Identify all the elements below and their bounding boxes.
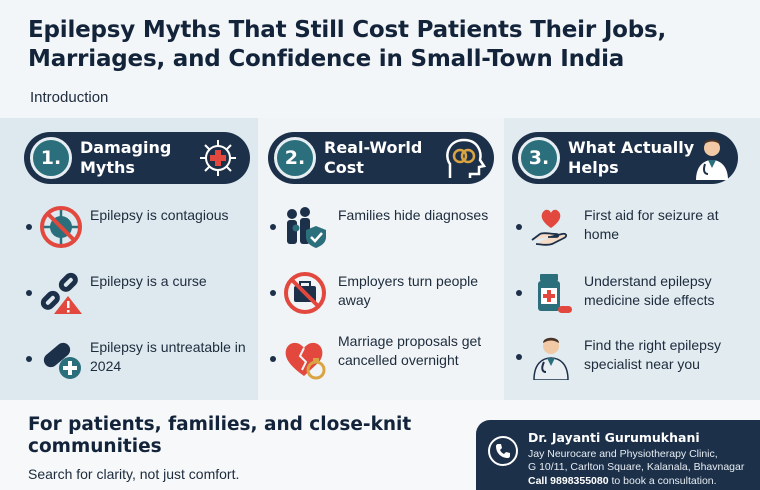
specialist-icon	[533, 337, 569, 380]
bullet	[270, 224, 276, 230]
column-heading: What Actually Helps	[568, 138, 695, 177]
list-item: Find the right epilepsy specialist near …	[504, 332, 754, 392]
broken-chain-warning-icon	[40, 272, 82, 314]
call-line: Call 9898355080 to book a consultation.	[528, 475, 717, 487]
item-text: Employers turn people away	[338, 273, 479, 308]
item-text: Understand epilepsy medicine side effect…	[584, 273, 715, 308]
column-header: 2. Real-World Cost	[268, 132, 494, 184]
step-number: 1.	[30, 137, 72, 179]
medical-cross-virus-icon	[200, 140, 236, 176]
column-header: 3. What Actually Helps	[512, 132, 738, 184]
doctor-icon	[696, 139, 728, 180]
list-item: Epilepsy is untreatable in 2024	[0, 334, 250, 394]
bullet	[270, 290, 276, 296]
bullet	[516, 354, 522, 360]
bullet	[516, 224, 522, 230]
heart-hand-icon	[531, 209, 568, 246]
family-shield-icon	[287, 207, 326, 248]
item-text: Epilepsy is contagious	[90, 207, 229, 223]
bullet	[516, 290, 522, 296]
contact-card: Dr. Jayanti Gurumukhani Jay Neurocare an…	[476, 420, 760, 490]
step-number: 2.	[274, 137, 316, 179]
list-item: Employers turn people away	[258, 268, 508, 328]
item-text: Epilepsy is untreatable in 2024	[90, 339, 246, 374]
intro-label: Introduction	[30, 89, 109, 106]
item-text: First aid for seizure at home	[584, 207, 719, 242]
clinic-name: Jay Neurocare and Physiotherapy Clinic,	[528, 448, 718, 460]
bullet	[270, 356, 276, 362]
footer-title: For patients, families, and close-knit c…	[28, 414, 412, 457]
footer-subtitle: Search for clarity, not just comfort.	[28, 466, 240, 482]
step-number: 3.	[518, 137, 560, 179]
item-text: Families hide diagnoses	[338, 207, 489, 223]
column-what-helps: 3. What Actually Helps First aid for sei…	[504, 118, 760, 400]
page-title: Epilepsy Myths That Still Cost Patients …	[28, 17, 667, 72]
phone-icon	[488, 436, 518, 466]
list-item: First aid for seizure at home	[504, 202, 754, 262]
column-heading: Damaging Myths	[80, 138, 172, 177]
no-briefcase-icon	[284, 272, 326, 314]
broken-heart-ring-icon	[285, 342, 326, 380]
list-item: Understand epilepsy medicine side effect…	[504, 268, 754, 328]
list-item: Families hide diagnoses	[258, 202, 508, 262]
bullet	[26, 356, 32, 362]
item-text: Epilepsy is a curse	[90, 273, 207, 289]
column-damaging-myths: 1. Damaging Myths Epilepsy is contagious	[0, 118, 258, 400]
column-header: 1. Damaging Myths	[24, 132, 250, 184]
item-text: Marriage proposals get cancelled overnig…	[338, 333, 482, 368]
bullet	[26, 224, 32, 230]
item-text: Find the right epilepsy specialist near …	[584, 337, 721, 372]
header-section: Epilepsy Myths That Still Cost Patients …	[0, 0, 760, 118]
bullet	[26, 290, 32, 296]
head-rings-icon	[446, 138, 487, 178]
doctor-name: Dr. Jayanti Gurumukhani	[528, 430, 700, 445]
column-real-world-cost: 2. Real-World Cost Families hide diagnos…	[258, 118, 504, 400]
list-item: Epilepsy is contagious	[0, 202, 250, 262]
call-suffix: to book a consultation.	[608, 475, 717, 487]
pill-plus-icon	[43, 342, 81, 379]
list-item: Epilepsy is a curse	[0, 268, 250, 328]
no-virus-icon	[40, 206, 82, 248]
medicine-bottle-icon	[538, 274, 572, 313]
phone-number[interactable]: Call 9898355080	[528, 475, 609, 487]
list-item: Marriage proposals get cancelled overnig…	[258, 328, 508, 398]
column-heading: Real-World Cost	[324, 138, 423, 177]
clinic-address: G 10/11, Carlton Square, Kalanala, Bhavn…	[528, 461, 745, 473]
